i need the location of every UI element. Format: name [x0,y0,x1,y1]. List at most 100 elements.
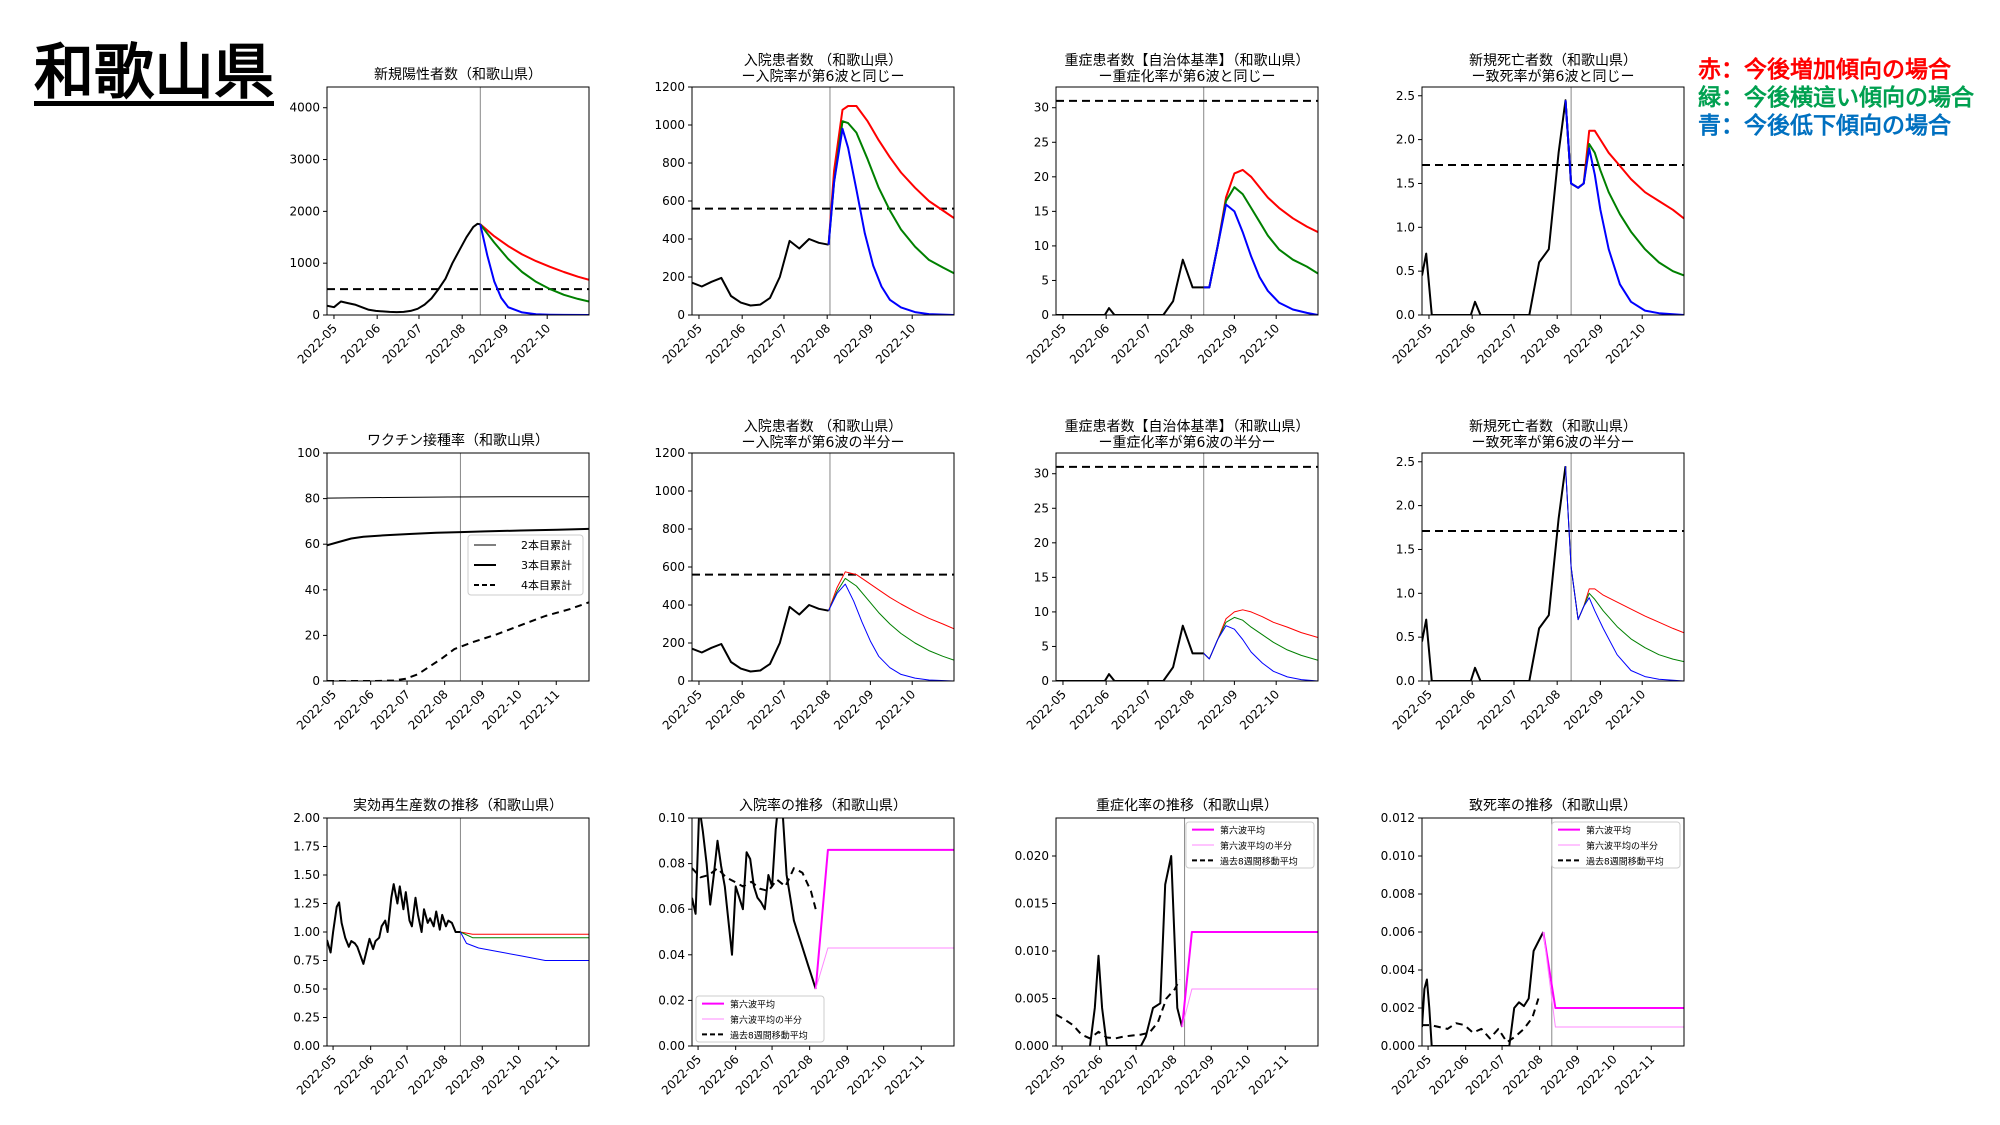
legend-frame [1551,821,1681,869]
series-blue [1564,100,1684,315]
legend-label: 過去8週間移動平均 [730,1029,808,1041]
y-tick-label: 200 [662,636,685,650]
x-tick-label: 2022-07 [1097,1052,1142,1097]
series-magenta [814,848,954,990]
y-tick-label: 20 [1034,536,1049,550]
chart-c4: 新規死亡者数（和歌山県）ー致死率が第6波と同じー 0.0 0.5 1.0 1.5 2.0 2… [1390,53,1685,367]
plot-frame [1421,452,1685,682]
y-tick-label: 600 [662,194,685,208]
y-tick-label: 0.004 [1381,963,1415,977]
y-tick-label: 1000 [289,256,320,270]
x-tick-label: 2022-05 [660,321,705,366]
series-red [1564,100,1684,220]
y-tick-label: 0.010 [1015,944,1049,958]
y-tick-label: 15 [1034,570,1049,584]
series-black [327,496,589,499]
x-tick-label: 2022-09 [1195,321,1240,366]
legend-label: 4本目累計 [521,578,572,592]
x-tick-label: 2022-10 [479,687,524,732]
x-tick-label: 2022-05 [1024,687,1069,732]
legend-label: 第六波平均 [1586,825,1631,837]
legend-frame [1185,821,1315,869]
y-tick-label: 800 [662,156,685,170]
x-tick-label: 2022-09 [1561,321,1606,366]
series-pink [1542,931,1684,1028]
plot-area [1422,453,1684,681]
y-tick-label: 5 [1041,639,1049,653]
plot-area [1056,453,1318,681]
series-black [692,818,817,990]
chart-c7: 重症患者数【自治体基準】（和歌山県）ー重症化率が第6波の半分ー051015202… [1024,418,1319,733]
legend-label: 3本目累計 [521,558,572,572]
x-tick-label: 2022-08 [1500,1052,1545,1097]
chart-subtitle: ー重症化率が第6波の半分ー [1099,434,1276,451]
plot-area [327,818,589,1046]
series-pink [1181,988,1318,1028]
series-green [460,931,589,939]
x-tick-label: 2022-05 [1389,1052,1434,1097]
x-tick-label: 2022-08 [1152,687,1197,732]
y-tick-label: 0.006 [1381,925,1415,939]
series-red [479,223,589,281]
y-tick-label: 1.5 [1396,542,1415,556]
chart-title: 新規陽性者数（和歌山県） [374,67,542,83]
y-tick-label: 1.0 [1396,586,1415,600]
series-black [1056,258,1204,315]
y-tick-label: 0.010 [1381,849,1415,863]
series-green [1565,466,1684,663]
x-tick-label: 2022-08 [788,321,833,366]
y-tick-label: 2000 [289,204,320,218]
chart-c5: ワクチン接種率（和歌山県）0204060801002022-052022-062… [294,432,590,733]
x-tick-label: 2022-11 [1612,1052,1657,1097]
y-tick-label: 400 [662,598,685,612]
series-black-dashed [327,601,589,681]
series-black [692,238,829,307]
chart-title: 実効再生産数の推移（和歌山県） [353,798,563,814]
y-tick-label: 2.5 [1396,89,1415,103]
y-tick-label: 0.06 [658,902,685,916]
y-tick-label: 2.0 [1396,133,1415,147]
x-tick-label: 2022-07 [1109,321,1154,366]
y-tick-label: 0.0 [1396,674,1415,688]
series-red [460,931,589,935]
x-tick-label: 2022-05 [1390,687,1435,732]
x-tick-label: 2022-05 [294,687,339,732]
y-tick-label: 0.04 [658,948,685,962]
y-tick-label: 0.015 [1015,897,1049,911]
plot-frame [1421,817,1685,1047]
x-tick-label: 2022-10 [873,321,918,366]
x-tick-label: 2022-09 [1195,687,1240,732]
legend-blue: 青：今後低下傾向の場合 [1698,113,1951,139]
series-blue [1565,466,1684,681]
legend-label: 第六波平均の半分 [1586,840,1658,852]
x-tick-label: 2022-07 [745,321,790,366]
y-tick-label: 1200 [654,446,685,460]
plot-area [327,453,589,681]
plot-area [327,87,589,315]
x-tick-label: 2022-07 [733,1052,778,1097]
y-tick-label: 3000 [289,153,320,167]
x-tick-label: 2022-08 [770,1052,815,1097]
chart-c11: 重症化率の推移（和歌山県） 0.000 0.005 0.010 0.015 0.020 20… [1015,797,1319,1098]
y-tick-label: 20 [305,628,320,642]
x-tick-label: 2022-06 [1433,321,1478,366]
x-tick-label: 2022-11 [882,1052,927,1097]
chart-c9: 実効再生産数の推移（和歌山県） 0.00 0.25 0.50 0.75 1.00 1.25 1… [293,798,590,1098]
x-tick-label: 2022-06 [1067,321,1112,366]
chart-title: 新規死亡者数（和歌山県） [1469,53,1637,69]
x-tick-label: 2022-09 [466,321,511,366]
chart-subtitle: ー致死率が第6波の半分ー [1472,434,1635,451]
plot-area [1056,87,1318,315]
chart-subtitle: ー致死率が第6波と同じー [1472,68,1635,85]
y-tick-label: 2.0 [1396,499,1415,513]
y-tick-label: 0.02 [658,993,685,1007]
x-tick-label: 2022-10 [479,1052,524,1097]
chart-subtitle: ー重症化率が第6波と同じー [1099,68,1276,85]
x-tick-label: 2022-05 [294,1052,339,1097]
plot-area [692,453,954,681]
y-tick-label: 60 [305,537,320,551]
y-tick-label: 0.000 [1015,1039,1049,1053]
x-tick-label: 2022-10 [1574,1052,1619,1097]
